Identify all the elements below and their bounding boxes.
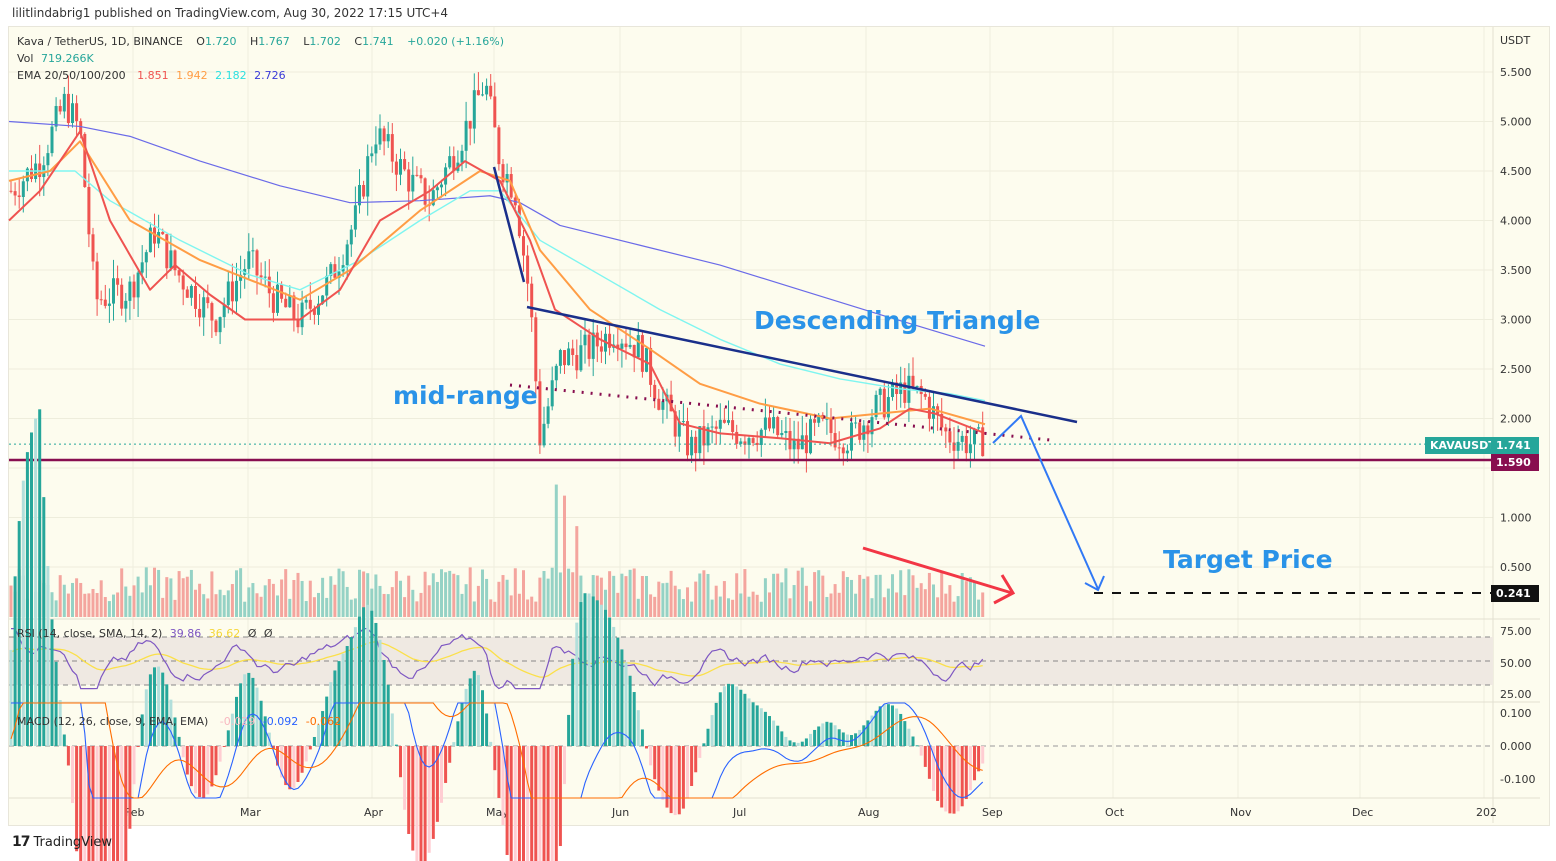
price-tick: 1.000 bbox=[1500, 512, 1532, 525]
open-label: O bbox=[196, 35, 205, 48]
change-value: +0.020 (+1.16%) bbox=[407, 35, 505, 48]
ema-legend: EMA 20/50/100/200 1.851 1.942 2.182 2.72… bbox=[17, 69, 290, 82]
macd-tick: 0.100 bbox=[1500, 707, 1532, 720]
time-tick: Apr bbox=[364, 806, 384, 819]
ema-label[interactable]: EMA 20/50/100/200 bbox=[17, 69, 126, 82]
price-tick: 4.500 bbox=[1500, 165, 1532, 178]
ema100-value: 2.182 bbox=[215, 69, 247, 82]
symbol-tag: KAVAUSDT bbox=[1425, 437, 1501, 454]
high-label: H bbox=[249, 35, 259, 48]
footer: 17 TradingView bbox=[12, 834, 112, 850]
symbol-legend: Kava / TetherUS, 1D, BINANCE O1.720 H1.7… bbox=[17, 35, 508, 48]
volume-value: 719.266K bbox=[40, 52, 94, 65]
ema20-value: 1.851 bbox=[137, 69, 169, 82]
time-tick: Jun bbox=[611, 806, 629, 819]
mid-range-label[interactable]: mid-range bbox=[393, 381, 538, 410]
tradingview-logo-icon[interactable]: 17 bbox=[12, 834, 31, 850]
price-tick: 0.500 bbox=[1500, 561, 1532, 574]
high-value: 1.767 bbox=[258, 35, 290, 48]
macd-hist-value: -0.029 bbox=[219, 715, 256, 728]
price-tick: 4.000 bbox=[1500, 215, 1532, 228]
time-tick: Mar bbox=[240, 806, 261, 819]
price-tick: 5.000 bbox=[1500, 116, 1532, 129]
target-price-tag: 0.241 bbox=[1491, 585, 1539, 602]
time-tick: Feb bbox=[125, 806, 144, 819]
time-tick: Nov bbox=[1230, 806, 1252, 819]
symbol-title[interactable]: Kava / TetherUS, 1D, BINANCE bbox=[17, 35, 183, 48]
time-tick: Dec bbox=[1352, 806, 1373, 819]
volume-label[interactable]: Vol bbox=[17, 52, 34, 65]
volume-legend: Vol 719.266K bbox=[17, 52, 98, 65]
time-tick: 202 bbox=[1476, 806, 1497, 819]
ema200-value: 2.726 bbox=[254, 69, 286, 82]
time-tick: Jul bbox=[732, 806, 746, 819]
macd-label[interactable]: MACD (12, 26, close, 9, EMA, EMA) bbox=[17, 715, 209, 728]
price-tick: 3.000 bbox=[1500, 314, 1532, 327]
time-tick: Sep bbox=[982, 806, 1003, 819]
close-value: 1.741 bbox=[362, 35, 394, 48]
open-value: 1.720 bbox=[204, 35, 237, 48]
time-tick: Aug bbox=[858, 806, 879, 819]
rsi-label[interactable]: RSI (14, close, SMA, 14, 2) bbox=[17, 627, 163, 640]
macd-tick: 0.000 bbox=[1500, 740, 1532, 753]
rsi-sma-value: 36.62 bbox=[208, 627, 241, 640]
rsi-tick: 75.00 bbox=[1500, 625, 1532, 638]
rsi-tick: 25.00 bbox=[1500, 688, 1532, 701]
macd-legend: MACD (12, 26, close, 9, EMA, EMA) -0.029… bbox=[17, 715, 345, 728]
rsi-tick: 50.00 bbox=[1500, 657, 1532, 670]
rsi-value: 39.86 bbox=[169, 627, 202, 640]
price-tick: 2.500 bbox=[1500, 363, 1532, 376]
macd-signal-value: -0.062 bbox=[305, 715, 342, 728]
price-tick: 3.500 bbox=[1500, 264, 1532, 277]
target-price-label[interactable]: Target Price bbox=[1163, 545, 1333, 574]
ema50-value: 1.942 bbox=[176, 69, 208, 82]
rsi-legend: RSI (14, close, SMA, 14, 2) 39.86 36.62 … bbox=[17, 627, 277, 640]
price-tick: 2.000 bbox=[1500, 413, 1532, 426]
brand-name[interactable]: TradingView bbox=[33, 834, 113, 850]
time-tick: Oct bbox=[1105, 806, 1125, 819]
currency-label: USDT bbox=[1500, 34, 1531, 47]
rsi-extra-2: Ø bbox=[263, 627, 273, 640]
last-price-tag: 1.741 bbox=[1491, 437, 1539, 454]
rsi-extra-1: Ø bbox=[247, 627, 257, 640]
macd-tick: -0.100 bbox=[1500, 773, 1535, 786]
price-tick: 5.500 bbox=[1500, 66, 1532, 79]
low-label: L bbox=[303, 35, 310, 48]
low-value: 1.702 bbox=[309, 35, 341, 48]
descending-triangle-label[interactable]: Descending Triangle bbox=[754, 306, 1041, 335]
close-label: C bbox=[354, 35, 363, 48]
support-price-tag: 1.590 bbox=[1491, 454, 1539, 471]
macd-line-value: -0.092 bbox=[262, 715, 299, 728]
publisher-line: lilitlindabrig1 published on TradingView… bbox=[12, 6, 449, 20]
